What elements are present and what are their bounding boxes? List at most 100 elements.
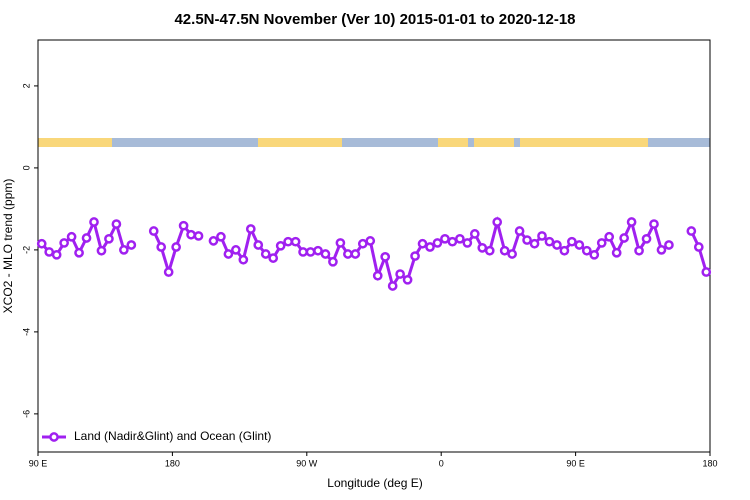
y-tick-label: -2 (21, 246, 31, 254)
data-point (514, 226, 525, 236)
land-band (520, 138, 648, 147)
data-point (51, 249, 62, 260)
data-point (380, 252, 391, 262)
data-point (611, 247, 622, 258)
data-point (89, 217, 99, 227)
data-point (238, 254, 249, 265)
land-band (38, 138, 112, 147)
data-point (193, 231, 204, 241)
y-tick-label: -6 (21, 410, 31, 418)
data-point (641, 233, 652, 244)
data-point (425, 242, 435, 252)
data-point (343, 249, 353, 259)
data-point (208, 236, 219, 246)
data-point (567, 236, 577, 247)
data-point (186, 229, 196, 240)
x-tick-label: 90 W (296, 458, 318, 468)
data-point (447, 236, 458, 247)
data-point (268, 253, 279, 263)
data-point (231, 245, 241, 255)
data-point (156, 242, 167, 252)
data-point (74, 247, 84, 258)
data-point (223, 249, 234, 259)
data-point (619, 233, 629, 243)
legend-label: Land (Nadir&Glint) and Ocean (Glint) (74, 429, 271, 443)
x-tick-label: 180 (165, 458, 180, 468)
data-point (656, 245, 667, 255)
data-point (148, 226, 159, 236)
data-point (126, 240, 137, 250)
data-point (253, 240, 264, 250)
data-point (686, 226, 697, 236)
data-point (313, 245, 323, 256)
x-tick-label: 0 (439, 458, 444, 468)
chart-title: 42.5N-47.5N November (Ver 10) 2015-01-01… (174, 11, 575, 28)
data-point (387, 281, 398, 291)
y-axis-label: XCO2 - MLO trend (ppm) (1, 179, 15, 314)
data-point (320, 249, 331, 259)
y-tick-label: 2 (21, 83, 31, 88)
data-point (275, 240, 286, 251)
y-tick-label: 0 (21, 165, 31, 170)
data-point (701, 267, 712, 277)
data-point (649, 219, 659, 229)
data-point (529, 238, 540, 249)
land-band (474, 138, 514, 147)
data-point (596, 238, 607, 248)
data-point (484, 245, 495, 256)
data-point (96, 245, 107, 256)
data-point (245, 224, 256, 234)
data-point (163, 267, 174, 277)
data-point (455, 233, 465, 244)
data-point (372, 270, 383, 281)
data-point (36, 238, 47, 249)
data-point (44, 247, 55, 257)
x-axis-label: Longitude (deg E) (327, 476, 422, 490)
data-point (305, 247, 316, 257)
data-point (604, 231, 615, 242)
data-point (111, 219, 122, 229)
data-point (335, 238, 346, 248)
x-tick-label: 180 (702, 458, 717, 468)
x-tick-label: 90 E (566, 458, 585, 468)
data-point (544, 236, 555, 247)
data-point (522, 235, 532, 245)
data-point (477, 242, 488, 253)
data-point (119, 245, 129, 255)
data-point (260, 249, 271, 259)
data-point (552, 240, 562, 250)
land-band (258, 138, 342, 147)
data-point (178, 220, 189, 231)
data-point (432, 238, 443, 248)
data-point (417, 238, 428, 249)
data-point (290, 236, 301, 247)
plot-frame (37, 39, 711, 453)
land-ocean-strip (38, 138, 710, 147)
data-point (171, 242, 181, 252)
data-point (365, 236, 376, 246)
y-tick-label: -4 (21, 328, 31, 336)
data-point (581, 245, 592, 256)
ocean-band (38, 138, 710, 147)
data-point (402, 274, 413, 285)
data-point (410, 251, 420, 261)
data-point (469, 229, 480, 239)
data-point (499, 245, 510, 256)
data-point (395, 269, 405, 279)
data-point (350, 249, 361, 259)
data-point (589, 249, 600, 260)
data-point (626, 217, 637, 227)
data-point (298, 247, 308, 257)
data-point (693, 242, 704, 252)
x-tick-label: 90 E (29, 458, 48, 468)
legend-marker (49, 432, 59, 442)
data-point (104, 233, 114, 244)
data-point (66, 231, 77, 242)
data-point (634, 245, 644, 256)
data-point (559, 245, 570, 256)
data-point (328, 256, 338, 267)
data-point (81, 233, 92, 243)
data-point (357, 238, 368, 249)
data-point (492, 217, 503, 227)
